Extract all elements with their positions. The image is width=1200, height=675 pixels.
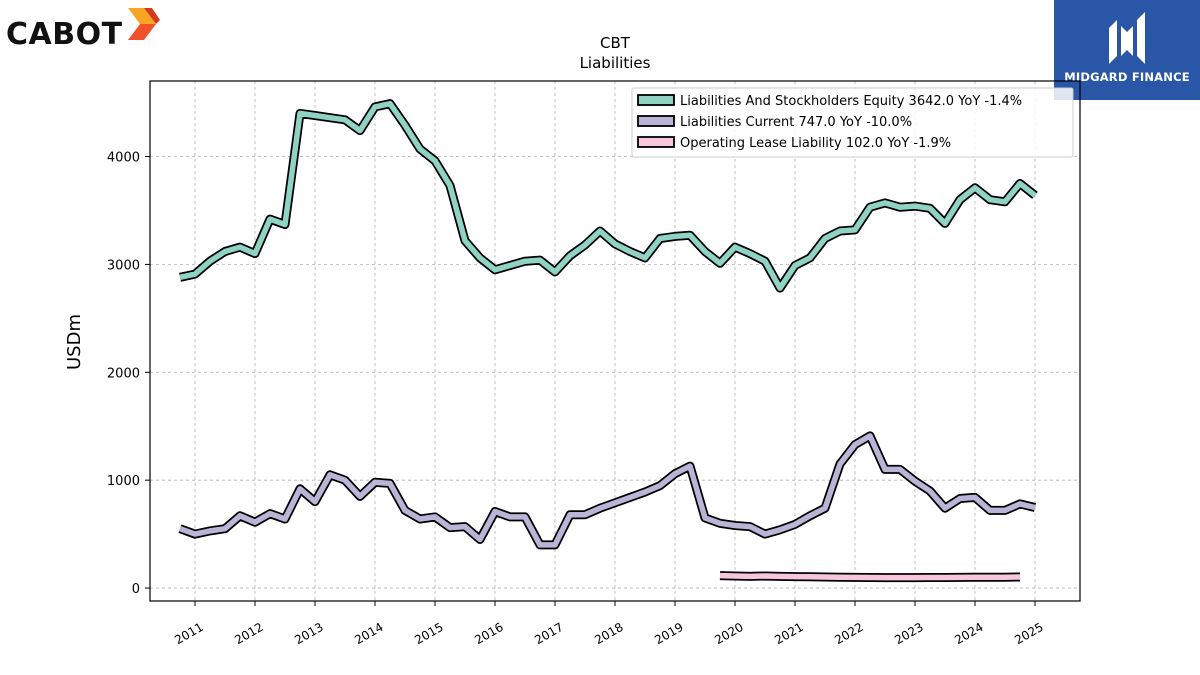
chart-subtitle: Liabilities [580, 54, 651, 72]
legend: Liabilities And Stockholders Equity 3642… [631, 87, 1074, 158]
x-tick-label: 2022 [832, 620, 865, 647]
midgard-finance-text: MIDGARD FINANCE [1064, 70, 1190, 84]
y-tick-label: 4000 [107, 151, 140, 166]
series-1-outline [178, 431, 1037, 550]
legend-swatch-1 [637, 115, 675, 127]
series-layer [178, 99, 1038, 583]
x-tick-label: 2020 [712, 620, 745, 647]
legend-label-0: Liabilities And Stockholders Equity 3642… [680, 94, 1022, 109]
x-tick-label: 2025 [1012, 620, 1045, 647]
x-tick-label: 2012 [232, 620, 265, 647]
legend-label-2: Operating Lease Liability 102.0 YoY -1.9… [680, 136, 951, 151]
grid-layer [150, 81, 1080, 601]
x-tick-label: 2016 [472, 620, 505, 647]
cabot-logo: CABOT [4, 4, 164, 52]
y-axis-label: USDm [64, 314, 85, 370]
x-tick-label: 2021 [772, 620, 805, 647]
x-tick-label: 2014 [352, 620, 385, 647]
midgard-emblem-icon [1109, 12, 1145, 64]
x-tick-label: 2017 [532, 620, 565, 647]
y-tick-label: 1000 [107, 474, 140, 489]
legend-swatch-2 [637, 136, 675, 148]
x-tick-label: 2013 [292, 620, 325, 647]
series-0-line [179, 100, 1037, 291]
x-tick-label: 2023 [892, 620, 925, 647]
legend-swatch-0 [637, 94, 675, 106]
cabot-logo-text: CABOT [6, 17, 123, 52]
y-tick-label: 3000 [107, 258, 140, 273]
legend-box [631, 87, 1074, 158]
x-tick-label: 2024 [952, 620, 985, 647]
x-tick-label: 2011 [172, 620, 205, 647]
legend-label-1: Liabilities Current 747.0 YoY -10.0% [680, 115, 912, 130]
y-tick-label: 0 [132, 582, 140, 597]
midgard-finance-logo: MIDGARD FINANCE [1054, 0, 1200, 100]
tick-layer: 0 1000 2000 3000 4000 2011 2012 2013 2014 2015 201… [107, 151, 1046, 648]
y-tick-label: 2000 [107, 366, 140, 381]
x-tick-label: 2019 [652, 620, 685, 647]
x-tick-label: 2018 [592, 620, 625, 647]
chart-title: CBT [600, 34, 631, 52]
series-2-line [719, 572, 1021, 581]
cabot-flag-icon [128, 8, 160, 40]
series-1-line [179, 433, 1036, 548]
x-tick-label: 2015 [412, 620, 445, 647]
